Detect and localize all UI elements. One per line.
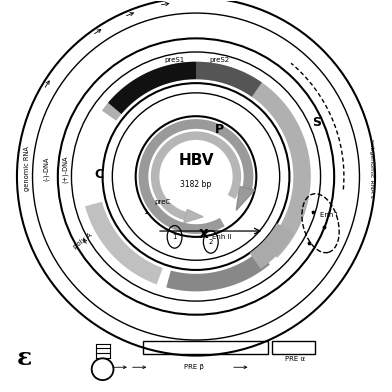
Polygon shape bbox=[108, 62, 196, 114]
Text: PRE β: PRE β bbox=[184, 364, 204, 370]
Text: 3182 bp: 3182 bp bbox=[180, 180, 212, 189]
Bar bbox=[272, 341, 315, 354]
Polygon shape bbox=[139, 119, 253, 234]
Polygon shape bbox=[166, 251, 270, 291]
Text: poly A: poly A bbox=[73, 232, 94, 250]
Polygon shape bbox=[196, 62, 262, 97]
Polygon shape bbox=[184, 209, 203, 223]
Polygon shape bbox=[102, 62, 311, 258]
Polygon shape bbox=[85, 202, 163, 285]
Text: preS2: preS2 bbox=[209, 57, 229, 63]
Text: ε: ε bbox=[17, 345, 33, 370]
Text: genomic RNA: genomic RNA bbox=[24, 146, 30, 191]
Polygon shape bbox=[236, 187, 255, 211]
Bar bbox=[143, 341, 268, 354]
Text: preS1: preS1 bbox=[165, 57, 185, 63]
Text: P: P bbox=[215, 123, 224, 136]
Text: S: S bbox=[312, 116, 321, 129]
Polygon shape bbox=[250, 223, 294, 269]
Text: subgenomic RNA's: subgenomic RNA's bbox=[368, 140, 374, 198]
Text: Enh II: Enh II bbox=[212, 234, 231, 240]
Text: (+)-DNA: (+)-DNA bbox=[62, 155, 69, 183]
Text: preC: preC bbox=[155, 199, 171, 205]
Text: C: C bbox=[94, 168, 103, 181]
Text: PRE α: PRE α bbox=[285, 356, 305, 363]
Text: X: X bbox=[199, 229, 209, 241]
Polygon shape bbox=[151, 131, 241, 220]
Text: 1: 1 bbox=[143, 209, 148, 214]
Text: (-)-DNA: (-)-DNA bbox=[43, 156, 49, 181]
Text: 1: 1 bbox=[172, 234, 177, 240]
Text: HBV: HBV bbox=[178, 154, 214, 169]
Text: 2: 2 bbox=[209, 239, 213, 245]
Text: Enh I: Enh I bbox=[319, 212, 337, 218]
